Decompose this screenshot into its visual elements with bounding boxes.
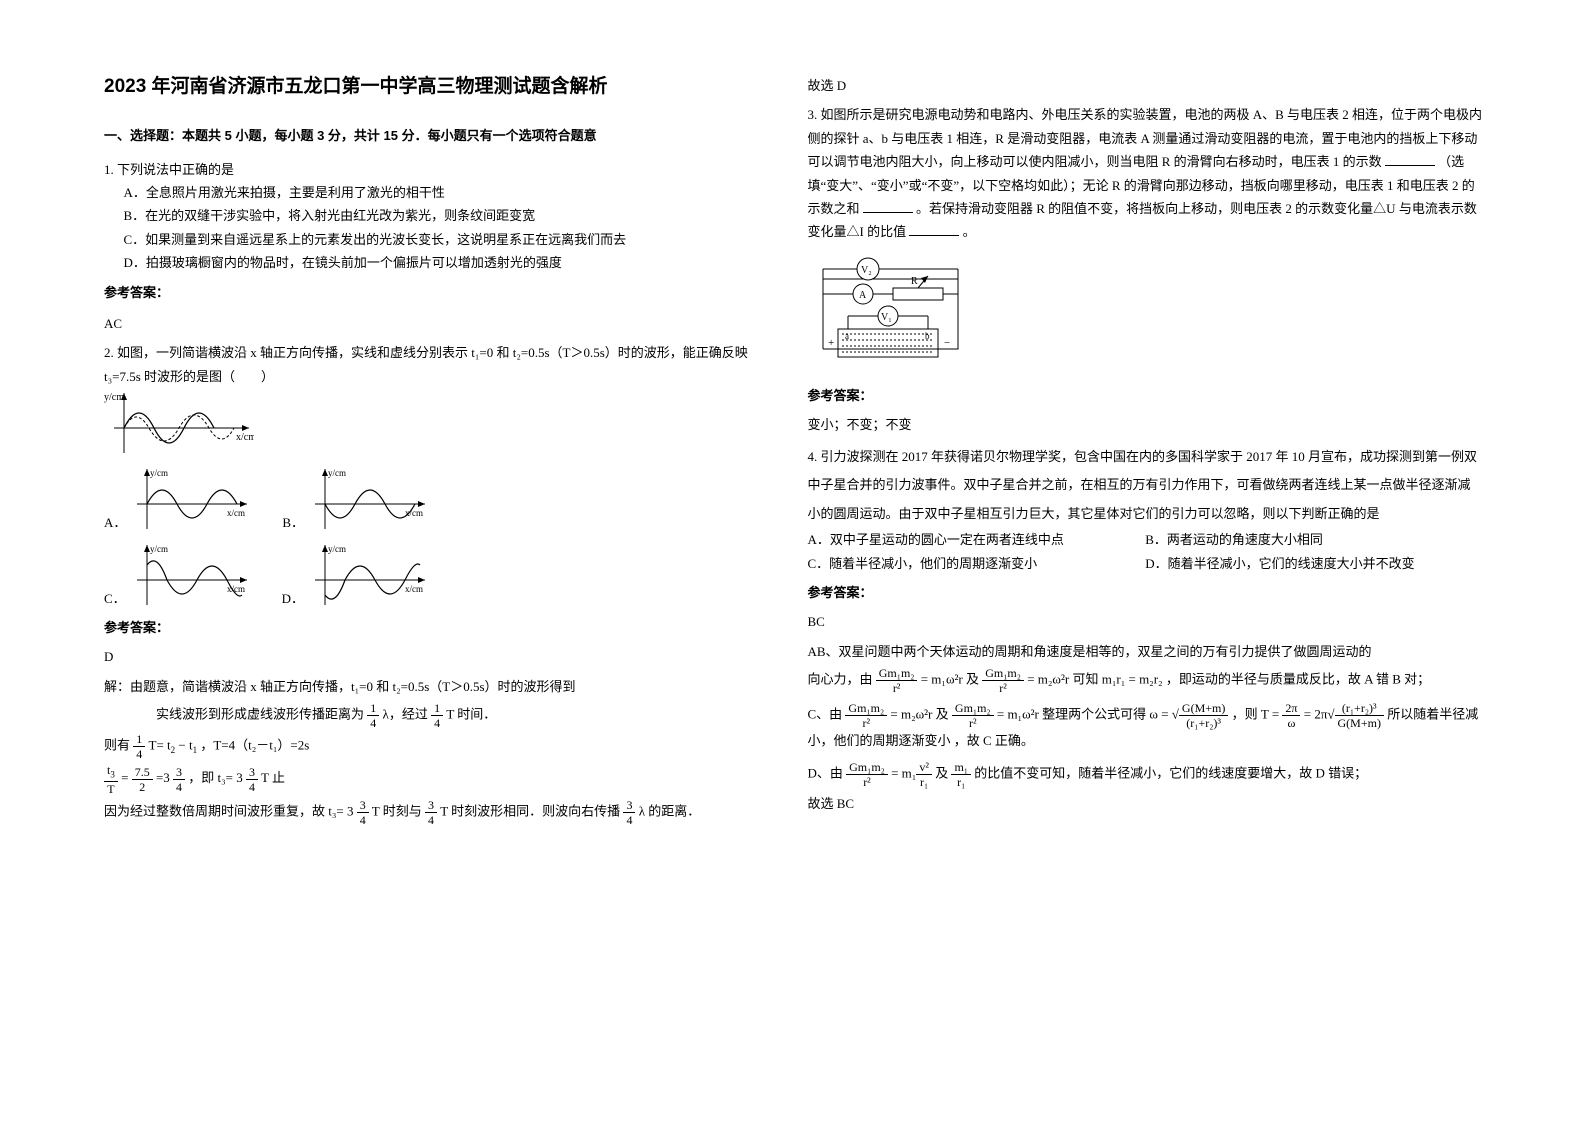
question-4: 4. 引力波探测在 2017 年获得诺贝尔物理学奖，包含中国在内的多国科学家于 … [808, 443, 1484, 816]
q2-option-d-figure: y/cm x/cm [310, 540, 430, 610]
q1-option-a: A．全息照片用激光来拍摄，主要是利用了激光的相干性 [124, 181, 780, 204]
q4-exp-line4: D、由 Gm₁m₂r² = m₁v²r₁ 及 m₁r₁ 的比值不变可知，随着半径… [808, 761, 1484, 788]
question-3: 3. 如图所示是研究电源电动势和电路内、外电压关系的实验装置，电池的两极 A、B… [808, 103, 1484, 436]
section-1-header: 一、选择题：本题共 5 小题，每小题 3 分，共计 15 分．每小题只有一个选项… [104, 124, 780, 147]
q4-exp-line2: 向心力，由 Gm₁m₂r² = m₁ω²r 及 Gm₁m₂r² = m₂ω²r … [808, 667, 1484, 694]
svg-text:y/cm: y/cm [150, 468, 168, 478]
left-column: 2023 年河南省济源市五龙口第一中学高三物理测试题含解析 一、选择题：本题共 … [90, 70, 794, 1092]
svg-text:−: − [944, 337, 950, 349]
svg-text:A: A [859, 290, 867, 301]
q3-stem-part4: 。 [963, 224, 976, 239]
svg-text:V₂: V₂ [861, 265, 872, 276]
q2-option-a-label: A． [104, 511, 126, 534]
q2-option-d-label: D． [282, 587, 304, 610]
q1-stem: 1. 下列说法中正确的是 [104, 158, 780, 181]
q3-circuit-figure: V₂ A R [808, 254, 1484, 374]
q2-options-row-cd: C． y/cm x/cm D． [104, 540, 780, 610]
q3-stem-part1: 3. 如图所示是研究电源电动势和电路内、外电压关系的实验装置，电池的两极 A、B… [808, 107, 1483, 169]
exam-title: 2023 年河南省济源市五龙口第一中学高三物理测试题含解析 [104, 70, 780, 104]
question-2: 2. 如图，一列简谐横波沿 x 轴正方向传播，实线和虚线分别表示 t₁=0 和 … [104, 341, 780, 825]
q4-option-b: B．两者运动的角速度大小相同 [1145, 528, 1483, 551]
q1-option-c: C．如果测量到来自遥远星系上的元素发出的光波长变长，这说明星系正在远离我们而去 [124, 228, 780, 251]
svg-text:y/cm: y/cm [328, 468, 346, 478]
q3-answer-label: 参考答案： [808, 384, 1484, 407]
svg-text:y/cm: y/cm [328, 544, 346, 554]
q3-blank-1 [1385, 152, 1435, 166]
q2-option-b-figure: y/cm x/cm [310, 464, 430, 534]
q2-options-row-ab: A． y/cm x/cm B． [104, 464, 780, 534]
q1-answer-label: 参考答案： [104, 281, 780, 304]
q2-exp-line4: t3T = 7.52 =3 34 ，即 t₃= 3 34 T 止 [104, 764, 780, 794]
q2-option-b-label: B． [282, 511, 304, 534]
q4-option-c: C．随着半径减小，他们的周期逐渐变小 [808, 552, 1146, 575]
q2-exp-line1: 解：由题意，简谐横波沿 x 轴正方向传播，t₁=0 和 t₂=0.5s（T＞0.… [104, 675, 780, 698]
q4-exp-line1: AB、双星问题中两个天体运动的周期和角速度是相等的，双星之间的万有引力提供了做圆… [808, 640, 1484, 663]
q3-blank-2 [863, 199, 913, 213]
q4-answer-label: 参考答案： [808, 581, 1484, 604]
q1-option-b: B．在光的双缝干涉实验中，将入射光由红光改为紫光，则条纹间距变宽 [124, 204, 780, 227]
q4-exp-line5: 故选 BC [808, 792, 1484, 815]
q4-option-d: D．随着半径减小，它们的线速度大小并不改变 [1145, 552, 1483, 575]
q3-blank-3 [909, 222, 959, 236]
q4-stem: 4. 引力波探测在 2017 年获得诺贝尔物理学奖，包含中国在内的多国科学家于 … [808, 443, 1484, 529]
svg-text:x/cm: x/cm [405, 584, 423, 594]
q2-exp-line2: 实线波形到形成虚线波形传播距离为 14 λ，经过 14 T 时间． [104, 702, 780, 729]
q2-answer-label: 参考答案： [104, 616, 780, 639]
q3-answer: 变小；不变；不变 [808, 413, 1484, 436]
q2-main-wave-figure: y/cm x/cm [104, 388, 254, 458]
svg-text:R: R [911, 276, 918, 287]
q2-exp-line5: 因为经过整数倍周期时间波形重复，故 t₃= 3 34 T 时刻与 34 T 时刻… [104, 799, 780, 826]
q4-option-a: A．双中子星运动的圆心一定在两者连线中点 [808, 528, 1146, 551]
svg-text:x/cm: x/cm [227, 508, 245, 518]
svg-text:x/cm: x/cm [405, 508, 423, 518]
question-1: 1. 下列说法中正确的是 A．全息照片用激光来拍摄，主要是利用了激光的相干性 B… [104, 158, 780, 336]
q2-exp-line3: 则有 14 T= t2 − t1 ，T=4（t₂－t₁）=2s [104, 733, 780, 760]
svg-text:V₁: V₁ [881, 312, 892, 323]
q1-option-d: D．拍摄玻璃橱窗内的物品时，在镜头前加一个偏振片可以增加透射光的强度 [124, 251, 780, 274]
q2-option-a-figure: y/cm x/cm [132, 464, 252, 534]
svg-text:y/cm: y/cm [104, 392, 124, 403]
page: 2023 年河南省济源市五龙口第一中学高三物理测试题含解析 一、选择题：本题共 … [0, 0, 1587, 1122]
q2-answer: D [104, 645, 780, 668]
svg-text:y/cm: y/cm [150, 544, 168, 554]
q1-answer: AC [104, 312, 780, 335]
svg-text:+: + [828, 337, 834, 349]
q2-stem: 2. 如图，一列简谐横波沿 x 轴正方向传播，实线和虚线分别表示 t₁=0 和 … [104, 341, 780, 388]
q4-exp-line3: C、由 Gm₁m₂r² = m₂ω²r 及 Gm₁m₂r² = m₁ω²r 整理… [808, 702, 1484, 752]
svg-text:x/cm: x/cm [236, 432, 254, 443]
q2-option-c-label: C． [104, 587, 126, 610]
right-column: 故选 D 3. 如图所示是研究电源电动势和电路内、外电压关系的实验装置，电池的两… [794, 70, 1498, 1092]
q2-conclusion: 故选 D [808, 74, 1484, 97]
q4-answer: BC [808, 610, 1484, 633]
q2-option-c-figure: y/cm x/cm [132, 540, 252, 610]
